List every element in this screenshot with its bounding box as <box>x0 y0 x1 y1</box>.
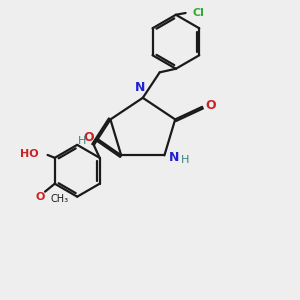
Text: H: H <box>181 155 189 165</box>
Text: O: O <box>206 98 216 112</box>
Text: O: O <box>36 192 45 203</box>
Text: N: N <box>135 81 145 94</box>
Text: CH₃: CH₃ <box>50 194 68 204</box>
Text: H: H <box>77 136 86 146</box>
Text: N: N <box>169 151 180 164</box>
Text: Cl: Cl <box>192 8 204 18</box>
Text: HO: HO <box>20 149 39 159</box>
Text: O: O <box>84 131 94 144</box>
